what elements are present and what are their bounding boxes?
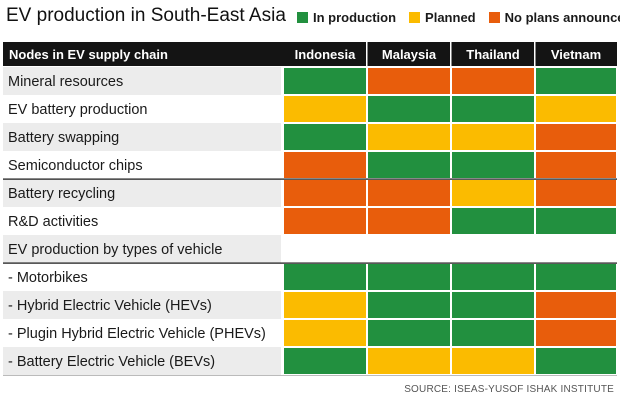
status-cell-motorbikes-malaysia xyxy=(368,264,450,290)
status-cell-mineral-resources-vietnam xyxy=(536,68,616,94)
status-cell-r-d-activities-indonesia xyxy=(284,208,366,234)
status-cell-motorbikes-thailand xyxy=(452,264,534,290)
status-cell-mineral-resources-indonesia xyxy=(284,68,366,94)
status-cell-ev-battery-production-malaysia xyxy=(368,96,450,122)
status-cell-battery-recycling-malaysia xyxy=(368,180,450,206)
row-stripe xyxy=(3,235,281,263)
column-header-thailand: Thailand xyxy=(466,47,520,62)
row-stripe xyxy=(3,67,281,95)
row-label-r-d-activities: R&D activities xyxy=(8,214,98,230)
table-header-bar xyxy=(3,42,617,66)
status-cell-battery-swapping-thailand xyxy=(452,124,534,150)
status-cell-mineral-resources-malaysia xyxy=(368,68,450,94)
status-cell-battery-electric-vehicle-bevs-vietnam xyxy=(536,348,616,374)
legend-label-no-plans: No plans announced xyxy=(504,10,620,25)
status-cell-ev-battery-production-thailand xyxy=(452,96,534,122)
status-cell-battery-electric-vehicle-bevs-malaysia xyxy=(368,348,450,374)
status-cell-hybrid-electric-vehicle-hevs-malaysia xyxy=(368,292,450,318)
legend-label-in-production: In production xyxy=(313,10,397,25)
status-cell-r-d-activities-malaysia xyxy=(368,208,450,234)
legend-item-in-production: In production xyxy=(297,10,396,25)
table-header-label: Nodes in EV supply chain xyxy=(9,47,168,62)
status-cell-battery-electric-vehicle-bevs-indonesia xyxy=(284,348,366,374)
row-label-battery-recycling: Battery recycling xyxy=(8,186,115,202)
row-label-ev-production-by-types-of-vehicle: EV production by types of vehicle xyxy=(8,242,222,258)
status-cell-motorbikes-indonesia xyxy=(284,264,366,290)
row-stripe xyxy=(3,179,281,207)
row-label-mineral-resources: Mineral resources xyxy=(8,74,123,90)
status-cell-semiconductor-chips-indonesia xyxy=(284,152,366,178)
status-cell-battery-swapping-vietnam xyxy=(536,124,616,150)
status-cell-hybrid-electric-vehicle-hevs-thailand xyxy=(452,292,534,318)
legend-swatch-no-plans xyxy=(488,12,500,23)
status-cell-motorbikes-vietnam xyxy=(536,264,616,290)
status-cell-battery-swapping-indonesia xyxy=(284,124,366,150)
column-header-malaysia: Malaysia xyxy=(382,47,437,62)
status-cell-hybrid-electric-vehicle-hevs-indonesia xyxy=(284,292,366,318)
status-cell-semiconductor-chips-vietnam xyxy=(536,152,616,178)
status-cell-ev-battery-production-vietnam xyxy=(536,96,616,122)
legend-label-planned: Planned xyxy=(425,10,476,25)
row-label-motorbikes: - Motorbikes xyxy=(8,270,88,286)
status-cell-plugin-hybrid-electric-vehicle-phevs-malaysia xyxy=(368,320,450,346)
header-divider xyxy=(450,42,452,66)
row-stripe xyxy=(3,123,281,151)
status-cell-plugin-hybrid-electric-vehicle-phevs-thailand xyxy=(452,320,534,346)
status-cell-plugin-hybrid-electric-vehicle-phevs-vietnam xyxy=(536,320,616,346)
header-divider xyxy=(534,42,536,66)
status-cell-mineral-resources-thailand xyxy=(452,68,534,94)
status-cell-battery-recycling-thailand xyxy=(452,180,534,206)
legend-item-planned: Planned xyxy=(409,10,476,25)
status-cell-plugin-hybrid-electric-vehicle-phevs-indonesia xyxy=(284,320,366,346)
status-cell-battery-electric-vehicle-bevs-thailand xyxy=(452,348,534,374)
row-label-ev-battery-production: EV battery production xyxy=(8,102,147,118)
row-label-battery-electric-vehicle-bevs: - Battery Electric Vehicle (BEVs) xyxy=(8,354,215,370)
table-bottom-rule xyxy=(3,375,617,376)
legend-item-no-plans: No plans announced xyxy=(488,10,620,25)
source-note: SOURCE: ISEAS-YUSOF ISHAK INSTITUTE xyxy=(404,384,614,395)
chart-title: EV production in South-East Asia xyxy=(6,5,286,26)
legend-swatch-in-production xyxy=(297,12,308,23)
row-stripe xyxy=(3,291,281,319)
row-label-plugin-hybrid-electric-vehicle-phevs: - Plugin Hybrid Electric Vehicle (PHEVs) xyxy=(8,326,266,342)
row-stripe xyxy=(3,347,281,375)
row-label-semiconductor-chips: Semiconductor chips xyxy=(8,158,143,174)
status-cell-ev-battery-production-indonesia xyxy=(284,96,366,122)
column-header-vietnam: Vietnam xyxy=(551,47,601,62)
row-label-battery-swapping: Battery swapping xyxy=(8,130,119,146)
legend: In production Planned No plans announced xyxy=(297,10,620,25)
row-label-hybrid-electric-vehicle-hevs: - Hybrid Electric Vehicle (HEVs) xyxy=(8,298,212,314)
status-cell-battery-recycling-vietnam xyxy=(536,180,616,206)
status-cell-r-d-activities-vietnam xyxy=(536,208,616,234)
column-header-indonesia: Indonesia xyxy=(295,47,356,62)
section-divider xyxy=(3,262,617,264)
status-cell-battery-swapping-malaysia xyxy=(368,124,450,150)
header-divider xyxy=(366,42,368,66)
status-cell-semiconductor-chips-malaysia xyxy=(368,152,450,178)
legend-swatch-planned xyxy=(409,12,421,23)
status-cell-battery-recycling-indonesia xyxy=(284,180,366,206)
status-cell-hybrid-electric-vehicle-hevs-vietnam xyxy=(536,292,616,318)
status-cell-r-d-activities-thailand xyxy=(452,208,534,234)
section-divider xyxy=(3,178,617,180)
status-cell-semiconductor-chips-thailand xyxy=(452,152,534,178)
